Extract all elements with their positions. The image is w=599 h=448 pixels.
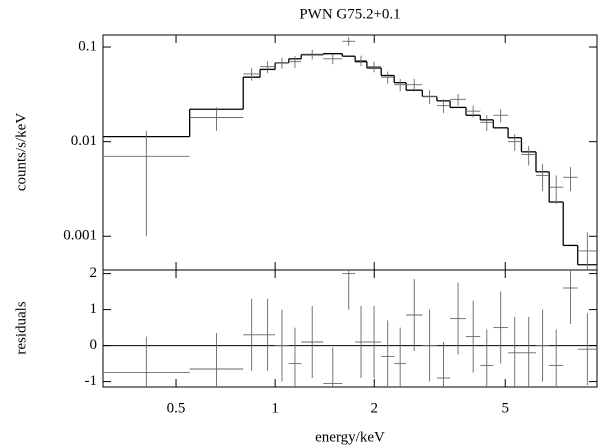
y-tick-label: 0	[90, 337, 98, 353]
y-tick-label: 0.1	[78, 38, 97, 54]
chart-title: PWN G75.2+0.1	[299, 6, 400, 22]
y-tick-label: 0.001	[63, 228, 97, 244]
y-tick-label: 1	[90, 301, 98, 317]
y-axis-label: residuals	[13, 301, 29, 354]
y-tick-label: 0.01	[71, 133, 97, 149]
x-tick-label: 1	[271, 400, 279, 416]
x-tick-label: 2	[370, 400, 378, 416]
y-tick-label: 2	[90, 265, 98, 281]
y-tick-label: -1	[85, 373, 98, 389]
y-axis-label: counts/s/keV	[13, 113, 29, 191]
x-axis-label: energy/keV	[315, 429, 385, 445]
plot-area	[103, 37, 597, 270]
plot-area	[103, 270, 597, 387]
x-tick-label: 0.5	[167, 400, 186, 416]
x-tick-label: 5	[501, 400, 509, 416]
plot-frame	[102, 269, 598, 388]
